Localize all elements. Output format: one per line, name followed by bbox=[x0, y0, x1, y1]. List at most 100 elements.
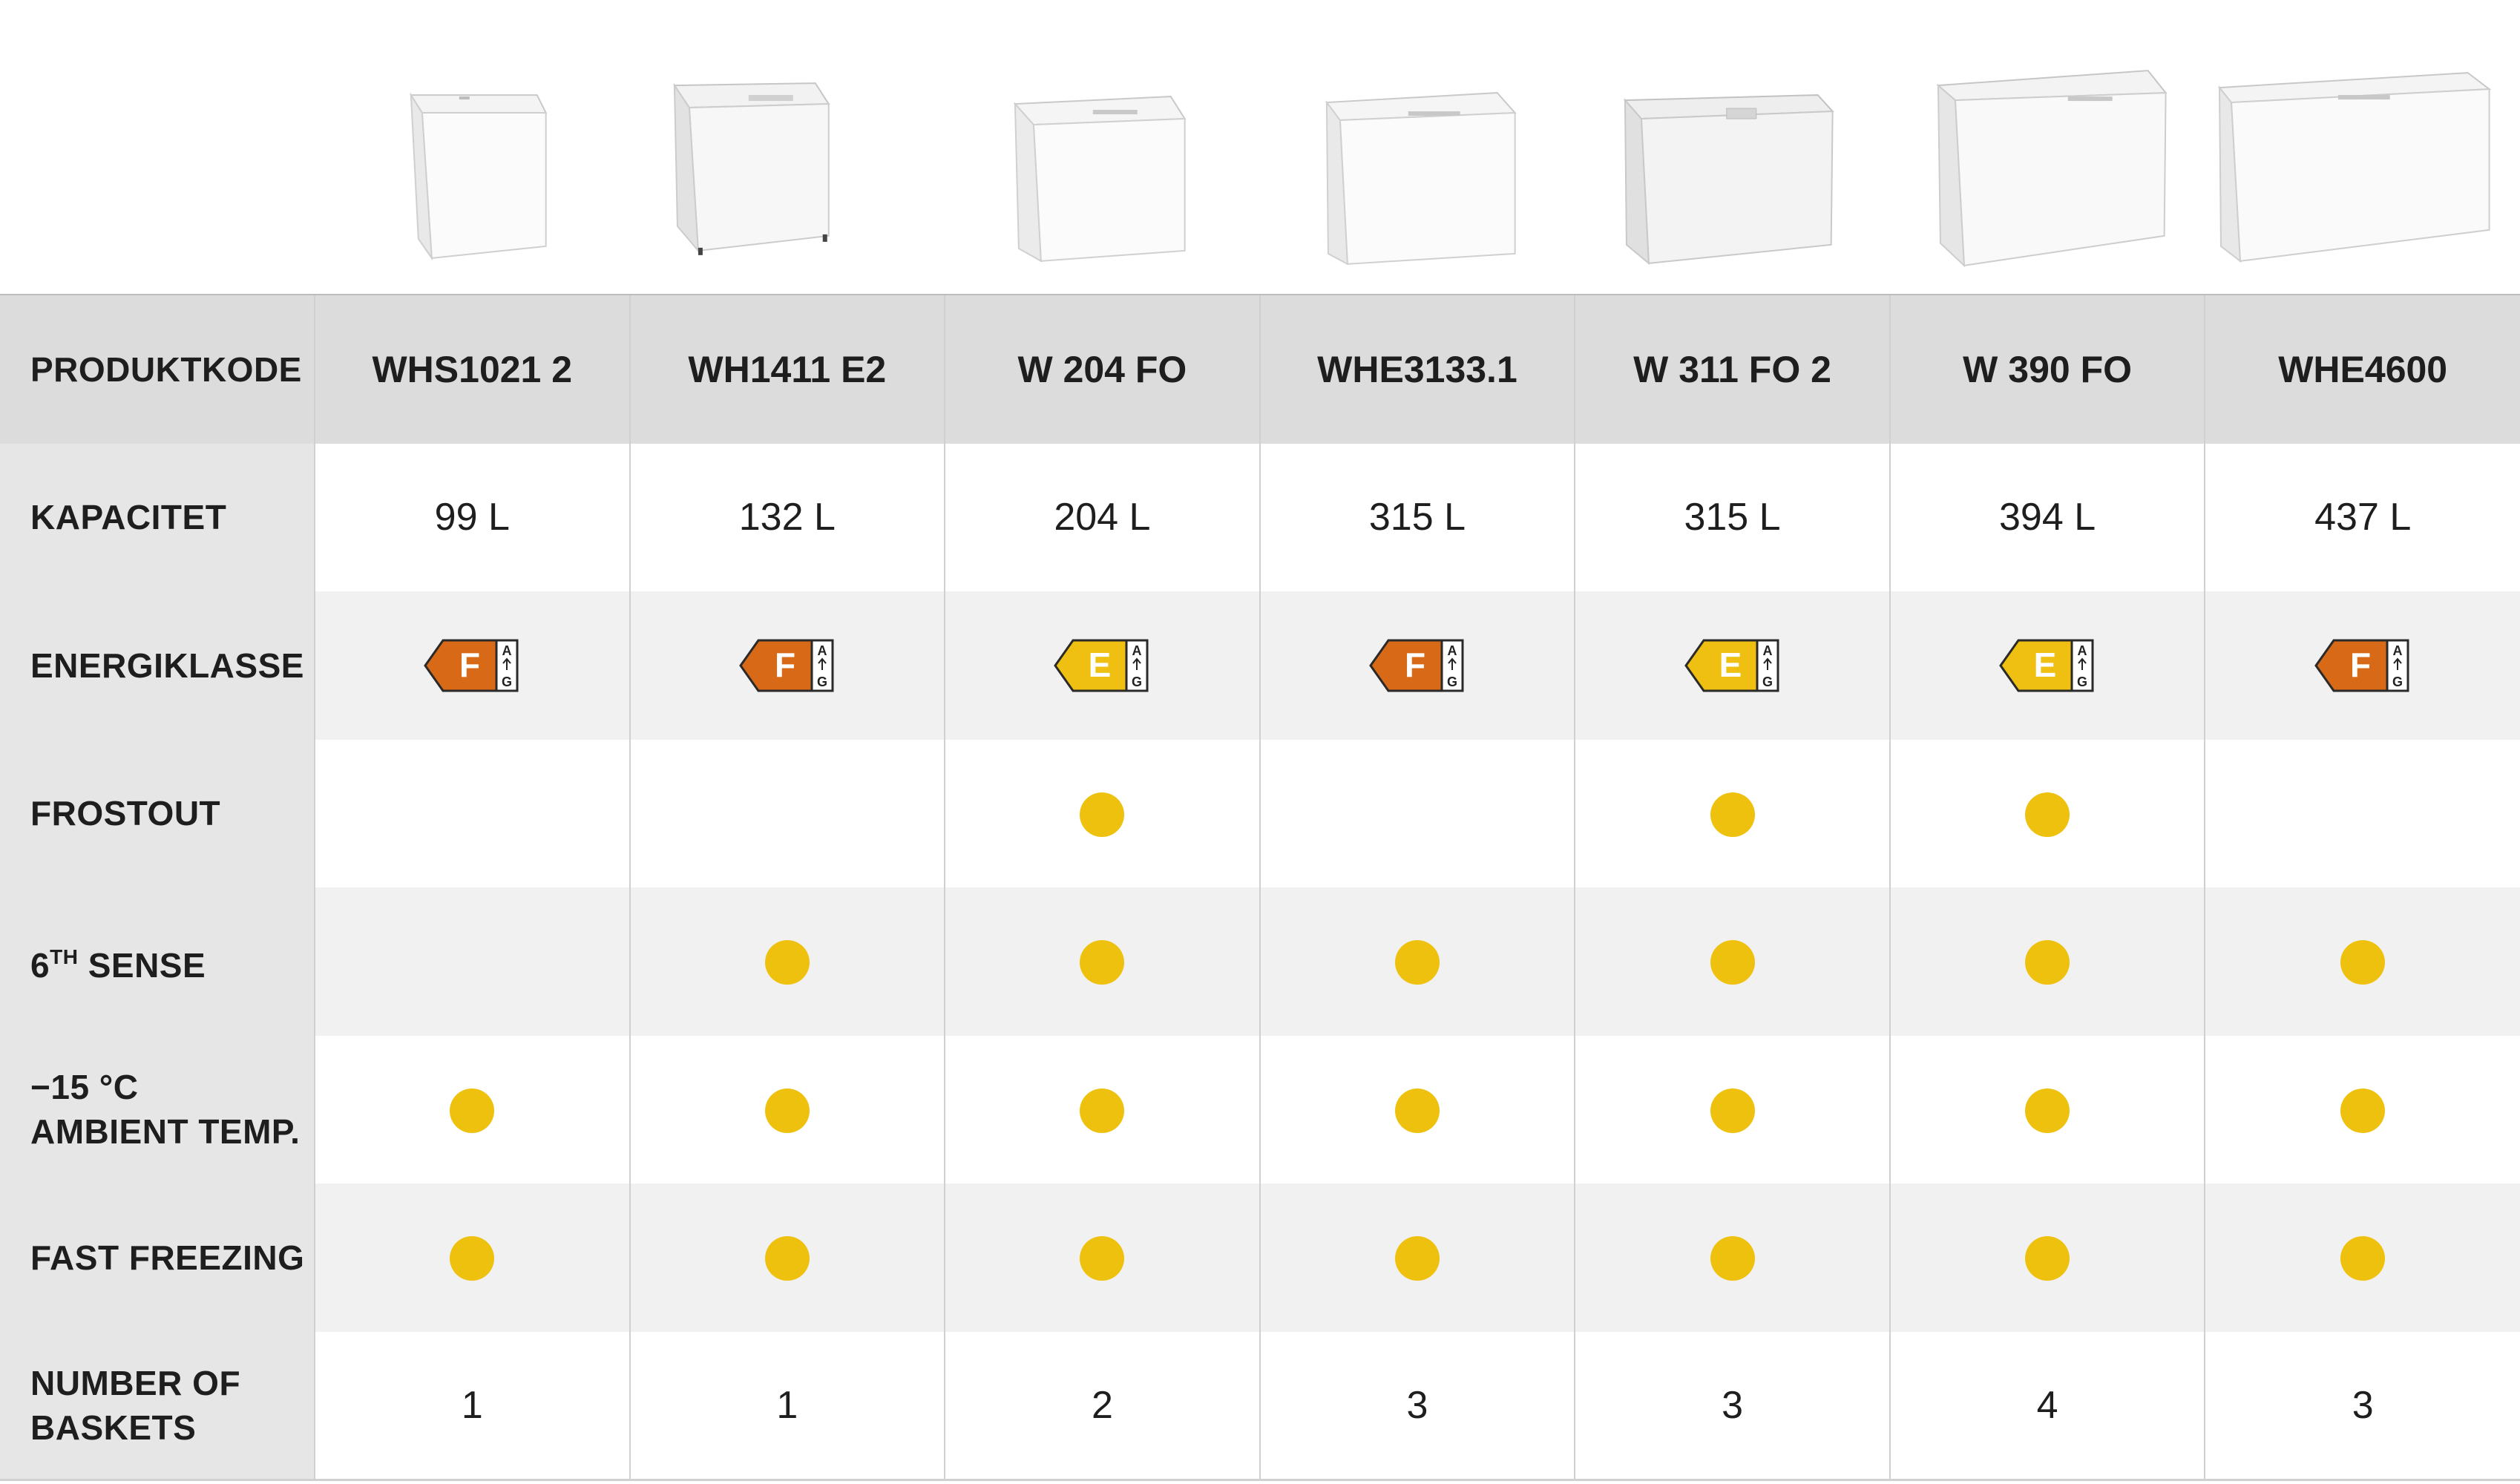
energy-class-e-icon: E A G bbox=[1999, 639, 2094, 692]
row-label: KAPACITET bbox=[0, 443, 315, 591]
energy-scale-box bbox=[2386, 639, 2409, 692]
chest-freezer-image bbox=[1624, 94, 1835, 266]
capacity-cell: 315 L bbox=[1574, 443, 1890, 591]
energy-cell: E A G bbox=[1889, 591, 2205, 740]
feature-cell bbox=[1259, 739, 1575, 887]
energy-class-letter: E bbox=[2034, 646, 2057, 684]
energy-class-f-icon: F A G bbox=[739, 639, 834, 692]
feature-cell bbox=[944, 1183, 1260, 1332]
feature-cell bbox=[944, 887, 1260, 1036]
table-top-rule bbox=[0, 294, 2520, 296]
row-label: FROSTOUT bbox=[0, 739, 315, 887]
energy-class-e-icon: E A G bbox=[1684, 639, 1779, 692]
feature-cell bbox=[1574, 1183, 1890, 1332]
label-line: BASKETS bbox=[30, 1408, 197, 1447]
baskets-cell: 3 bbox=[2204, 1331, 2520, 1481]
energy-scale-arrow bbox=[502, 657, 512, 670]
row-sixth-sense: 6TH SENSE bbox=[0, 887, 2520, 1036]
feature-cell bbox=[629, 739, 945, 887]
feature-cell bbox=[1259, 887, 1575, 1036]
capacity-cell: 99 L bbox=[314, 443, 630, 591]
energy-scale-arrow bbox=[1762, 657, 1772, 670]
feature-cell bbox=[1889, 887, 2205, 1036]
feature-cell bbox=[314, 1183, 630, 1332]
product-image-2 bbox=[630, 0, 945, 295]
product-code-cell: W 311 FO 2 bbox=[1574, 295, 1890, 444]
energy-scale-top: A bbox=[1447, 643, 1457, 658]
feature-cell bbox=[1889, 1035, 2205, 1183]
feature-available-dot-icon bbox=[450, 1236, 495, 1281]
energy-cell: F A G bbox=[2204, 591, 2520, 740]
energy-scale-arrow bbox=[818, 657, 827, 670]
energy-class-letter: F bbox=[2350, 646, 2371, 684]
feature-cell bbox=[629, 1183, 945, 1332]
row-energy-class: ENERGIKLASSE F A G F A G E A G F A G E A G E A G F A G bbox=[0, 591, 2520, 740]
feature-cell bbox=[2204, 887, 2520, 1036]
feature-available-dot-icon bbox=[1394, 1236, 1440, 1281]
energy-label-icon: F A G bbox=[1369, 637, 1466, 694]
baskets-cell: 1 bbox=[629, 1331, 945, 1481]
chest-freezer-image bbox=[1013, 96, 1187, 263]
energy-cell: E A G bbox=[944, 591, 1260, 740]
feature-cell bbox=[1259, 1183, 1575, 1332]
baskets-cell: 2 bbox=[944, 1331, 1260, 1481]
energy-cell: F A G bbox=[1259, 591, 1575, 740]
product-code-cell: WH1411 E2 bbox=[629, 295, 945, 444]
feature-cell bbox=[1259, 1035, 1575, 1183]
feature-cell bbox=[314, 1035, 630, 1183]
energy-scale-top: A bbox=[2393, 643, 2403, 658]
energy-scale-bottom: G bbox=[502, 674, 512, 689]
capacity-cell: 132 L bbox=[629, 443, 945, 591]
baskets-cell: 1 bbox=[314, 1331, 630, 1481]
label-part: SENSE bbox=[78, 946, 206, 985]
energy-scale-bottom: G bbox=[1762, 674, 1773, 689]
baskets-cell: 3 bbox=[1574, 1331, 1890, 1481]
label-part: 6 bbox=[30, 946, 50, 985]
energy-class-f-icon: F A G bbox=[2314, 639, 2409, 692]
energy-class-f-icon: F A G bbox=[1369, 639, 1464, 692]
feature-available-dot-icon bbox=[1710, 792, 1755, 837]
row-label: ENERGIKLASSE bbox=[0, 591, 315, 740]
energy-label-icon: E A G bbox=[1684, 637, 1781, 694]
feature-cell bbox=[629, 1035, 945, 1183]
feature-cell bbox=[2204, 1035, 2520, 1183]
energy-label-icon: F A G bbox=[739, 637, 836, 694]
feature-cell bbox=[2204, 1183, 2520, 1332]
energy-cell: F A G bbox=[314, 591, 630, 740]
feature-cell bbox=[629, 887, 945, 1036]
energy-class-f-icon: F A G bbox=[424, 639, 519, 692]
feature-available-dot-icon bbox=[1394, 940, 1440, 985]
energy-scale-bottom: G bbox=[1132, 674, 1142, 689]
feature-cell bbox=[1889, 1183, 2205, 1332]
feature-cell bbox=[1574, 1035, 1890, 1183]
feature-cell bbox=[314, 739, 630, 887]
row-frostout: FROSTOUT bbox=[0, 739, 2520, 887]
feature-available-dot-icon bbox=[450, 1088, 495, 1133]
feature-available-dot-icon bbox=[2025, 940, 2070, 985]
energy-scale-top: A bbox=[1132, 643, 1142, 658]
feature-available-dot-icon bbox=[2025, 1088, 2070, 1133]
row-fast-freezing: FAST FREEZING bbox=[0, 1183, 2520, 1332]
energy-scale-arrow bbox=[2078, 657, 2087, 670]
chest-freezer-image bbox=[410, 92, 548, 261]
feature-available-dot-icon bbox=[1080, 940, 1125, 985]
feature-cell bbox=[1574, 887, 1890, 1036]
feature-available-dot-icon bbox=[1080, 1236, 1125, 1281]
chest-freezer-image bbox=[1936, 70, 2168, 268]
energy-label-icon: E A G bbox=[1054, 637, 1150, 694]
product-images-row bbox=[0, 0, 2520, 295]
energy-label-icon: F A G bbox=[424, 637, 520, 694]
energy-class-letter: F bbox=[459, 646, 480, 684]
energy-scale-bottom: G bbox=[1447, 674, 1457, 689]
energy-scale-top: A bbox=[502, 643, 512, 658]
label-superscript: TH bbox=[50, 945, 79, 969]
row-label: −15 °C AMBIENT TEMP. bbox=[0, 1035, 315, 1183]
feature-cell bbox=[944, 739, 1260, 887]
baskets-cell: 3 bbox=[1259, 1331, 1575, 1481]
energy-class-letter: F bbox=[1405, 646, 1425, 684]
row-baskets: NUMBER OF BASKETS 1 1 2 3 3 4 3 bbox=[0, 1331, 2520, 1481]
energy-label-icon: E A G bbox=[1999, 637, 2096, 694]
product-image-7 bbox=[2205, 0, 2520, 295]
comparison-table: PRODUKTKODE WHS1021 2 WH1411 E2 W 204 FO… bbox=[0, 295, 2520, 1481]
feature-available-dot-icon bbox=[2340, 1236, 2386, 1281]
